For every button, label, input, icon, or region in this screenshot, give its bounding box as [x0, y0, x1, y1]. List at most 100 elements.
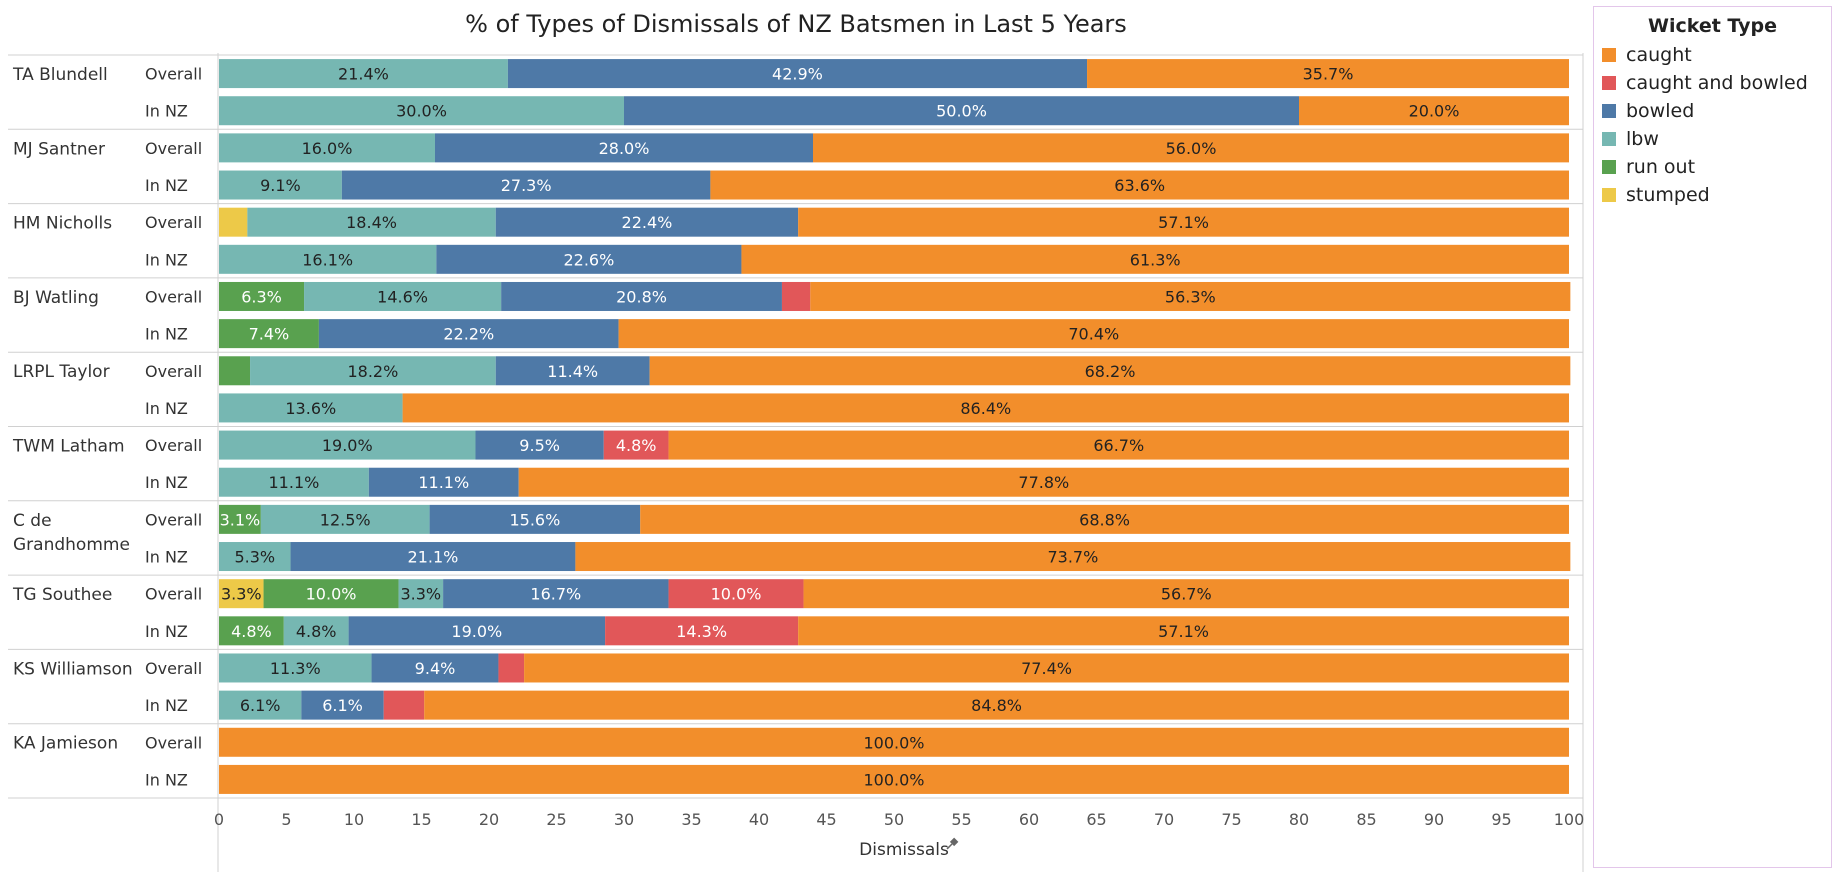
bar-segment-lbw: [219, 393, 403, 423]
row-label: In NZ: [145, 770, 188, 789]
bar-segment-lbw: [260, 504, 430, 534]
batsman-name-tg-southee: TG Southee: [12, 585, 112, 605]
bar-segment-caught-and-bowled: [781, 281, 811, 311]
data-label: 20.8%: [616, 287, 667, 306]
bar-segment-lbw: [219, 170, 342, 200]
bar-segment-caught: [219, 764, 1569, 794]
data-label: 30.0%: [396, 102, 447, 121]
batsman-name-twm-latham: TWM Latham: [12, 437, 125, 457]
data-label: 56.3%: [1165, 287, 1216, 306]
bar-segment-bowled: [624, 96, 1299, 126]
row-label: Overall: [145, 139, 202, 158]
bar-segment-caught: [710, 170, 1569, 200]
data-label: 21.4%: [338, 65, 389, 84]
batsman-name-mj-santner: MJ Santner: [13, 139, 105, 159]
row-label: In NZ: [145, 473, 188, 492]
bar-segment-bowled: [318, 319, 619, 349]
bar-segment-run-out: [219, 281, 305, 311]
bar-segment-caught: [618, 319, 1569, 349]
bar-segment-run-out: [219, 504, 261, 534]
data-label: 86.4%: [960, 399, 1011, 418]
legend-item-lbw[interactable]: lbw: [1594, 125, 1831, 153]
data-label: 42.9%: [772, 65, 823, 84]
bar-segment-caught: [1299, 96, 1569, 126]
legend-item-caught-and-bowled[interactable]: caught and bowled: [1594, 69, 1831, 97]
bar-segment-lbw: [247, 207, 496, 237]
bar-segment-caught: [803, 579, 1569, 609]
x-tick-label: 85: [1356, 810, 1376, 829]
data-label: 6.3%: [241, 287, 282, 306]
data-label: 21.1%: [408, 548, 459, 567]
bar-segment-caught: [798, 616, 1569, 646]
legend-item-caught[interactable]: caught: [1594, 41, 1831, 69]
data-label: 77.8%: [1018, 473, 1069, 492]
bar-segment-lbw: [219, 133, 435, 163]
chart-title: % of Types of Dismissals of NZ Batsmen i…: [465, 10, 1127, 38]
data-label: 28.0%: [599, 139, 650, 158]
x-tick-label: 0: [214, 810, 224, 829]
bar-segment-caught: [810, 281, 1571, 311]
bar-segment-caught: [1087, 59, 1569, 89]
batsman-name-ka-jamieson: KA Jamieson: [13, 734, 118, 754]
data-label: 5.3%: [234, 548, 275, 567]
x-tick-label: 30: [614, 810, 634, 829]
data-label: 11.1%: [418, 473, 469, 492]
bar-segment-caught: [402, 393, 1570, 423]
row-label: In NZ: [145, 176, 188, 195]
bar-segment-lbw: [219, 96, 624, 126]
data-label: 19.0%: [451, 622, 502, 641]
data-label: 9.5%: [519, 436, 560, 455]
data-label: 10.0%: [306, 585, 357, 604]
legend-item-stumped[interactable]: stumped: [1594, 181, 1831, 209]
bar-segment-bowled: [341, 170, 711, 200]
data-label: 18.2%: [347, 362, 398, 381]
bar-segment-bowled: [443, 579, 669, 609]
bar-segment-caught: [649, 356, 1571, 386]
data-label: 11.4%: [547, 362, 598, 381]
bar-segment-stumped: [219, 579, 264, 609]
legend: Wicket Type caught caught and bowled bowle…: [1593, 6, 1832, 868]
data-label: 15.6%: [509, 510, 560, 529]
data-label: 61.3%: [1130, 250, 1181, 269]
bar-segment-lbw: [250, 356, 496, 386]
x-tick-label: 5: [281, 810, 291, 829]
data-label: 3.3%: [221, 585, 262, 604]
data-label: 100.0%: [863, 733, 924, 752]
legend-item-bowled[interactable]: bowled: [1594, 97, 1831, 125]
row-label: Overall: [145, 362, 202, 381]
x-tick-label: 40: [749, 810, 769, 829]
row-label: Overall: [145, 659, 202, 678]
data-label: 22.4%: [622, 213, 673, 232]
data-label: 100.0%: [863, 770, 924, 789]
legend-item-run-out[interactable]: run out: [1594, 153, 1831, 181]
row-label: In NZ: [145, 399, 188, 418]
bar-segment-bowled: [429, 504, 641, 534]
bar-segment-caught: [219, 727, 1569, 757]
bar-segment-bowled: [371, 653, 499, 683]
row-label: In NZ: [145, 696, 188, 715]
x-tick-label: 80: [1289, 810, 1309, 829]
legend-swatch: [1602, 132, 1616, 146]
data-label: 66.7%: [1093, 436, 1144, 455]
data-label: 22.6%: [563, 250, 614, 269]
data-label: 56.7%: [1161, 585, 1212, 604]
data-label: 63.6%: [1114, 176, 1165, 195]
bar-segment-caught: [798, 207, 1569, 237]
legend-label: caught: [1626, 44, 1692, 66]
bar-segment-bowled: [290, 542, 576, 572]
row-label: Overall: [145, 436, 202, 455]
data-label: 4.8%: [616, 436, 657, 455]
bar-segment-bowled: [301, 690, 384, 720]
x-tick-label: 20: [479, 810, 499, 829]
x-tick-label: 50: [884, 810, 904, 829]
bar-segment-run-out: [219, 356, 251, 386]
row-label: In NZ: [145, 548, 188, 567]
data-label: 3.1%: [220, 510, 261, 529]
bar-segment-lbw: [219, 430, 476, 460]
data-label: 13.6%: [285, 399, 336, 418]
data-label: 9.1%: [260, 176, 301, 195]
x-axis-title: Dismissals: [859, 840, 949, 860]
bar-segment-run-out: [219, 319, 319, 349]
legend-items: caught caught and bowled bowled lbw run out s…: [1594, 41, 1831, 209]
x-tick-label: 75: [1221, 810, 1241, 829]
